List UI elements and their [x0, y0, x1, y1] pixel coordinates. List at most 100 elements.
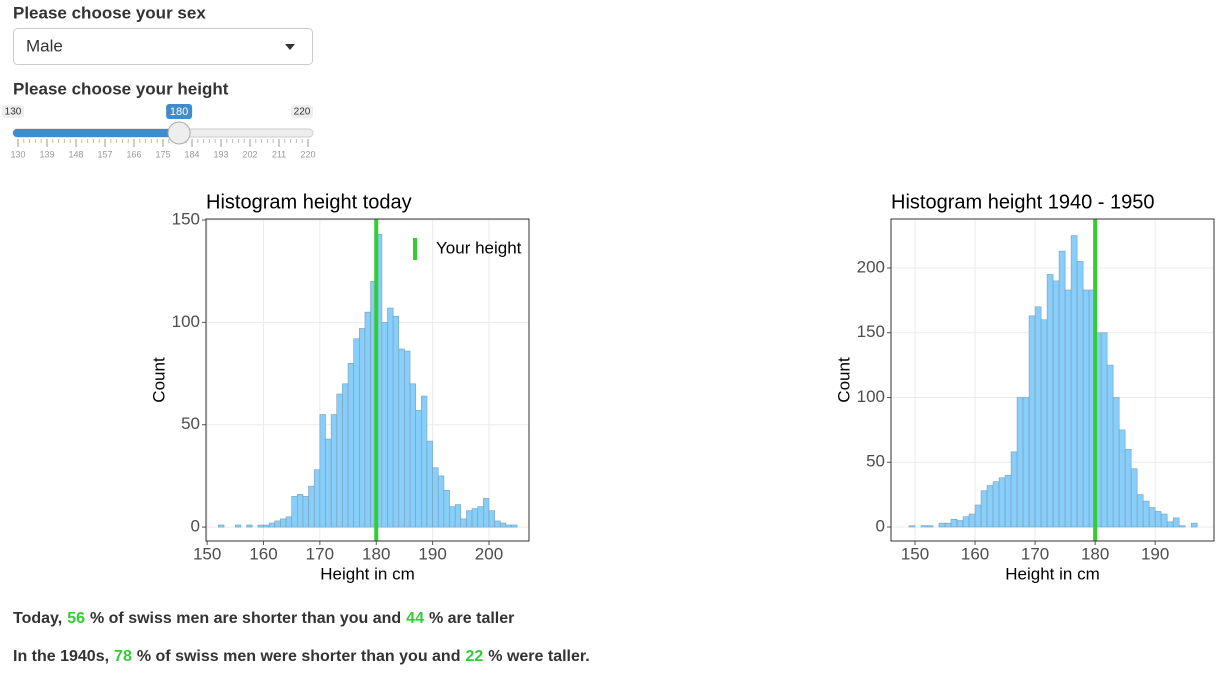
sex-select[interactable]: Male	[13, 28, 313, 65]
bar	[1112, 397, 1120, 528]
bar	[1058, 250, 1066, 528]
bar	[1028, 315, 1036, 528]
bar	[342, 383, 349, 528]
bar	[1172, 517, 1180, 528]
bar	[1118, 429, 1126, 528]
bar	[1064, 289, 1072, 528]
legend-label: Your height	[436, 238, 522, 257]
y-tick-label: 100	[857, 387, 885, 406]
bar	[297, 494, 304, 528]
select-value[interactable]: Male	[26, 36, 63, 55]
bar	[1190, 522, 1198, 528]
slider-tick-label: 148	[68, 149, 83, 159]
bar	[1082, 289, 1090, 528]
bar	[280, 518, 287, 528]
slider-tick-label: 175	[155, 149, 170, 159]
result-sentence: Today, 56 % of swiss men are shorter than …	[13, 610, 514, 627]
slider-tick-label: 166	[126, 149, 141, 159]
bar	[920, 525, 928, 528]
result-sentence: In the 1940s, 78 % of swiss men were short…	[13, 648, 590, 665]
bar	[426, 440, 433, 528]
x-tick-label: 180	[362, 544, 390, 563]
bar	[1070, 235, 1078, 528]
bar	[353, 338, 360, 528]
slider-value-label: 180	[170, 106, 188, 118]
bar	[1040, 319, 1048, 528]
slider-tick-label: 202	[242, 149, 257, 159]
chart-title: Histogram height 1940 - 1950	[891, 191, 1155, 213]
slider-tick-label: 184	[184, 149, 199, 159]
x-tick-label: 160	[249, 544, 277, 563]
bar	[387, 307, 394, 528]
bar	[285, 516, 292, 528]
bar	[398, 348, 405, 528]
bar	[1136, 494, 1144, 528]
x-tick-label: 190	[1141, 544, 1169, 563]
x-tick-label: 190	[418, 544, 446, 563]
x-tick-label: 150	[193, 544, 221, 563]
bar	[494, 520, 501, 528]
bar	[268, 522, 276, 528]
bar	[336, 393, 343, 528]
x-tick-label: 170	[306, 544, 334, 563]
select-box[interactable]	[13, 28, 313, 65]
select-caret	[285, 44, 295, 50]
bar	[1142, 500, 1150, 528]
y-tick-label: 0	[876, 516, 885, 535]
chart: 0 50 100 150 150 160 170 180 190 200 Histogram hei…	[149, 191, 530, 583]
bar	[1052, 280, 1060, 528]
y-tick-label: 100	[172, 312, 200, 331]
result-suffix: % were taller.	[488, 648, 589, 665]
y-tick-label: 0	[191, 517, 200, 536]
bar	[460, 518, 467, 528]
bar	[364, 311, 371, 528]
slider-min-box	[2, 105, 24, 118]
slider-tick-label: 139	[39, 149, 54, 159]
x-axis-label: Height in cm	[320, 564, 414, 583]
height-slider[interactable]: 130 139 148 157 166 175 184 193 202 211 220 130 220 1…	[2, 104, 316, 159]
result-suffix: % are taller	[429, 610, 514, 627]
bar	[1130, 468, 1138, 528]
bar	[962, 516, 970, 528]
slider-max-label: 220	[294, 107, 311, 118]
slider-max-box	[291, 105, 313, 118]
bar	[1034, 306, 1042, 528]
bar	[1046, 274, 1054, 528]
y-axis-label: Count	[149, 357, 168, 403]
bar	[325, 438, 332, 528]
bar	[449, 506, 456, 528]
bar	[1022, 397, 1030, 528]
bar	[330, 414, 338, 528]
slider-min-label: 130	[5, 107, 22, 118]
result-taller: 22	[465, 648, 483, 665]
x-axis-label: Height in cm	[1005, 564, 1099, 583]
bar	[381, 322, 388, 528]
bar	[437, 475, 445, 528]
slider-tick-label: 193	[213, 149, 228, 159]
bar	[1154, 511, 1162, 528]
panel-border	[890, 218, 1215, 542]
result-shorter: 78	[114, 648, 132, 665]
bar	[980, 490, 988, 528]
bar	[404, 350, 411, 528]
bar	[1076, 261, 1084, 528]
bar	[1166, 521, 1174, 528]
result-prefix: Today,	[13, 610, 62, 627]
bar	[218, 524, 225, 528]
result-shorter: 56	[67, 610, 85, 627]
y-tick-label: 50	[866, 452, 885, 471]
x-tick-label: 150	[901, 544, 929, 563]
bar	[1010, 451, 1018, 528]
x-tick-label: 180	[1081, 544, 1109, 563]
bar	[421, 395, 428, 528]
bar	[968, 513, 976, 528]
bar	[274, 520, 281, 528]
bar	[471, 508, 479, 528]
bar	[359, 328, 366, 528]
slider-handle[interactable]	[167, 121, 191, 145]
slider-tick-label: 211	[272, 149, 286, 159]
bar	[235, 524, 242, 528]
bar	[454, 504, 462, 528]
